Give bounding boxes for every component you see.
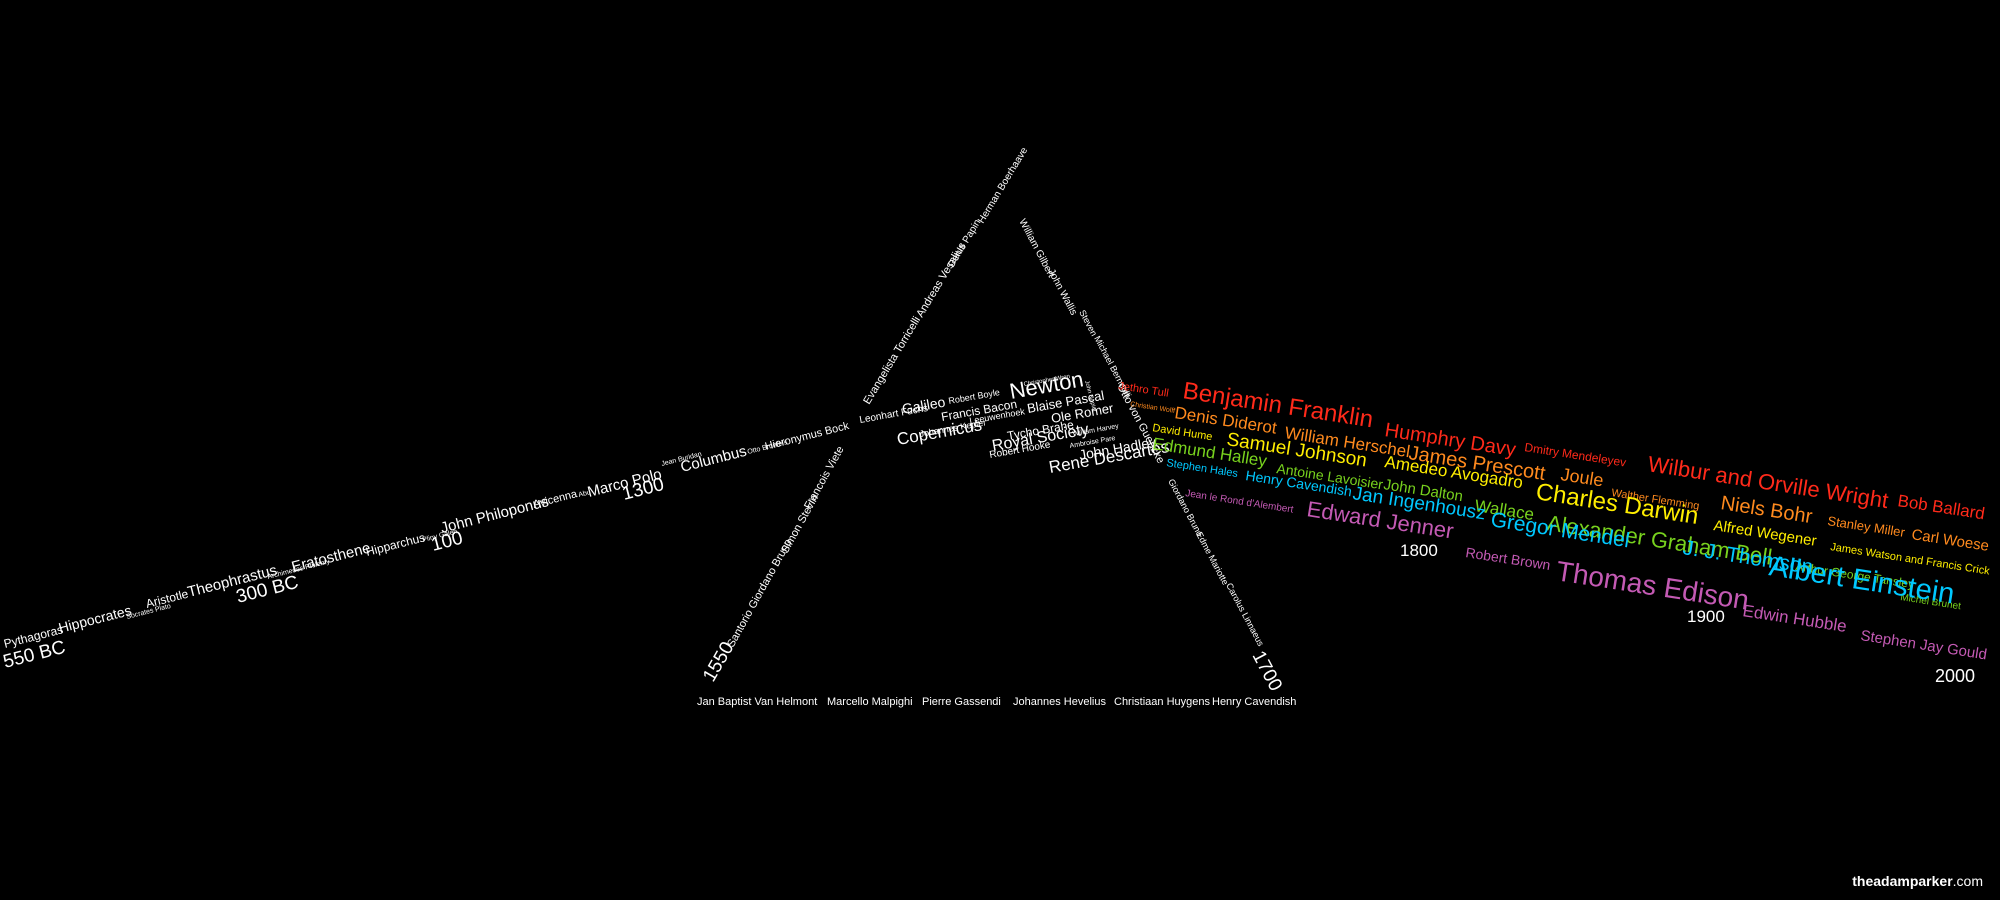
prism-right-lower-carolus-linnaeus: Carolus Linnaeus [1224,581,1266,648]
beam-name-abu: Abu [578,489,592,499]
spectrum-violet-robert-brown: Robert Brown [1465,544,1552,573]
prism-right-steven: Steven [1077,308,1099,337]
spectrum-orange-carl-woese: Carl Woese [1910,526,1990,555]
prism-inner-copernicus: Copernicus [895,415,983,449]
beam-name-columbus: Columbus [679,443,749,476]
spectrum-orange-stanley-miller: Stanley Miller [1827,513,1907,540]
prism-base-johannes-hevelius: Johannes Hevelius [1013,696,1106,708]
credit-domain: .com [1952,873,1983,889]
spectrum-year-1900: 1900 [1687,607,1725,626]
prism-right-lower-edme-mariotte: Edme Mariotte [1194,530,1230,586]
beam-year-100: 100 [429,528,465,556]
spectrum-violet-jean-le-rond-d-alembert: Jean le Rond d'Alembert [1185,488,1295,516]
beam-name-eratosthene: Eratosthene [290,539,373,575]
credit-name: theadamparker [1852,873,1953,889]
prism-base-jan-baptist-van-helmont: Jan Baptist Van Helmont [697,696,817,708]
prism-left-herman-boerhaave: Herman Boerhaave [976,145,1030,225]
spectrum-red-bob-ballard: Bob Ballard [1896,491,1986,523]
prism-left-denis-papin: Denis Papin [946,218,983,270]
prism-left-lower-francois-viete: Francois Viete [802,444,846,511]
spectrum-year-1800: 1800 [1400,541,1438,560]
prism-year-1700: 1700 [1248,647,1286,694]
beam-name-hippocrates: Hippocrates [57,602,133,636]
prism-inner-galileo: Galileo [901,394,947,417]
spectrum-violet-stephen-jay-gould: Stephen Jay Gould [1859,627,1988,663]
beam-name-hipparchus: Hipparchus [364,530,426,559]
spectrum-violet-edwin-hubble: Edwin Hubble [1741,601,1848,636]
beam-name-avicenna: Avicenna [532,488,579,511]
prism-base-marcello-malpighi: Marcello Malpighi [827,696,913,708]
prism-left-lower-santorio-giordano-bruno: Santorio Giordano Bruno [725,537,794,649]
site-credit[interactable]: theadamparker.com [1852,873,1983,889]
prism-left-evangelista-torricelli: Evangelista Torricelli [861,315,923,407]
prism-base-christiaan-huygens: Christiaan Huygens [1114,696,1210,708]
prism-base-henry-cavendish: Henry Cavendish [1212,696,1296,708]
prism-right-lower-giordano-bruno: Giordano Bruno [1166,477,1205,538]
spectrum-year-2000: 2000 [1935,666,1975,686]
prism-right-john-wallis: John Wallis [1045,267,1079,317]
prism-base-pierre-gassendi: Pierre Gassendi [922,696,1001,708]
